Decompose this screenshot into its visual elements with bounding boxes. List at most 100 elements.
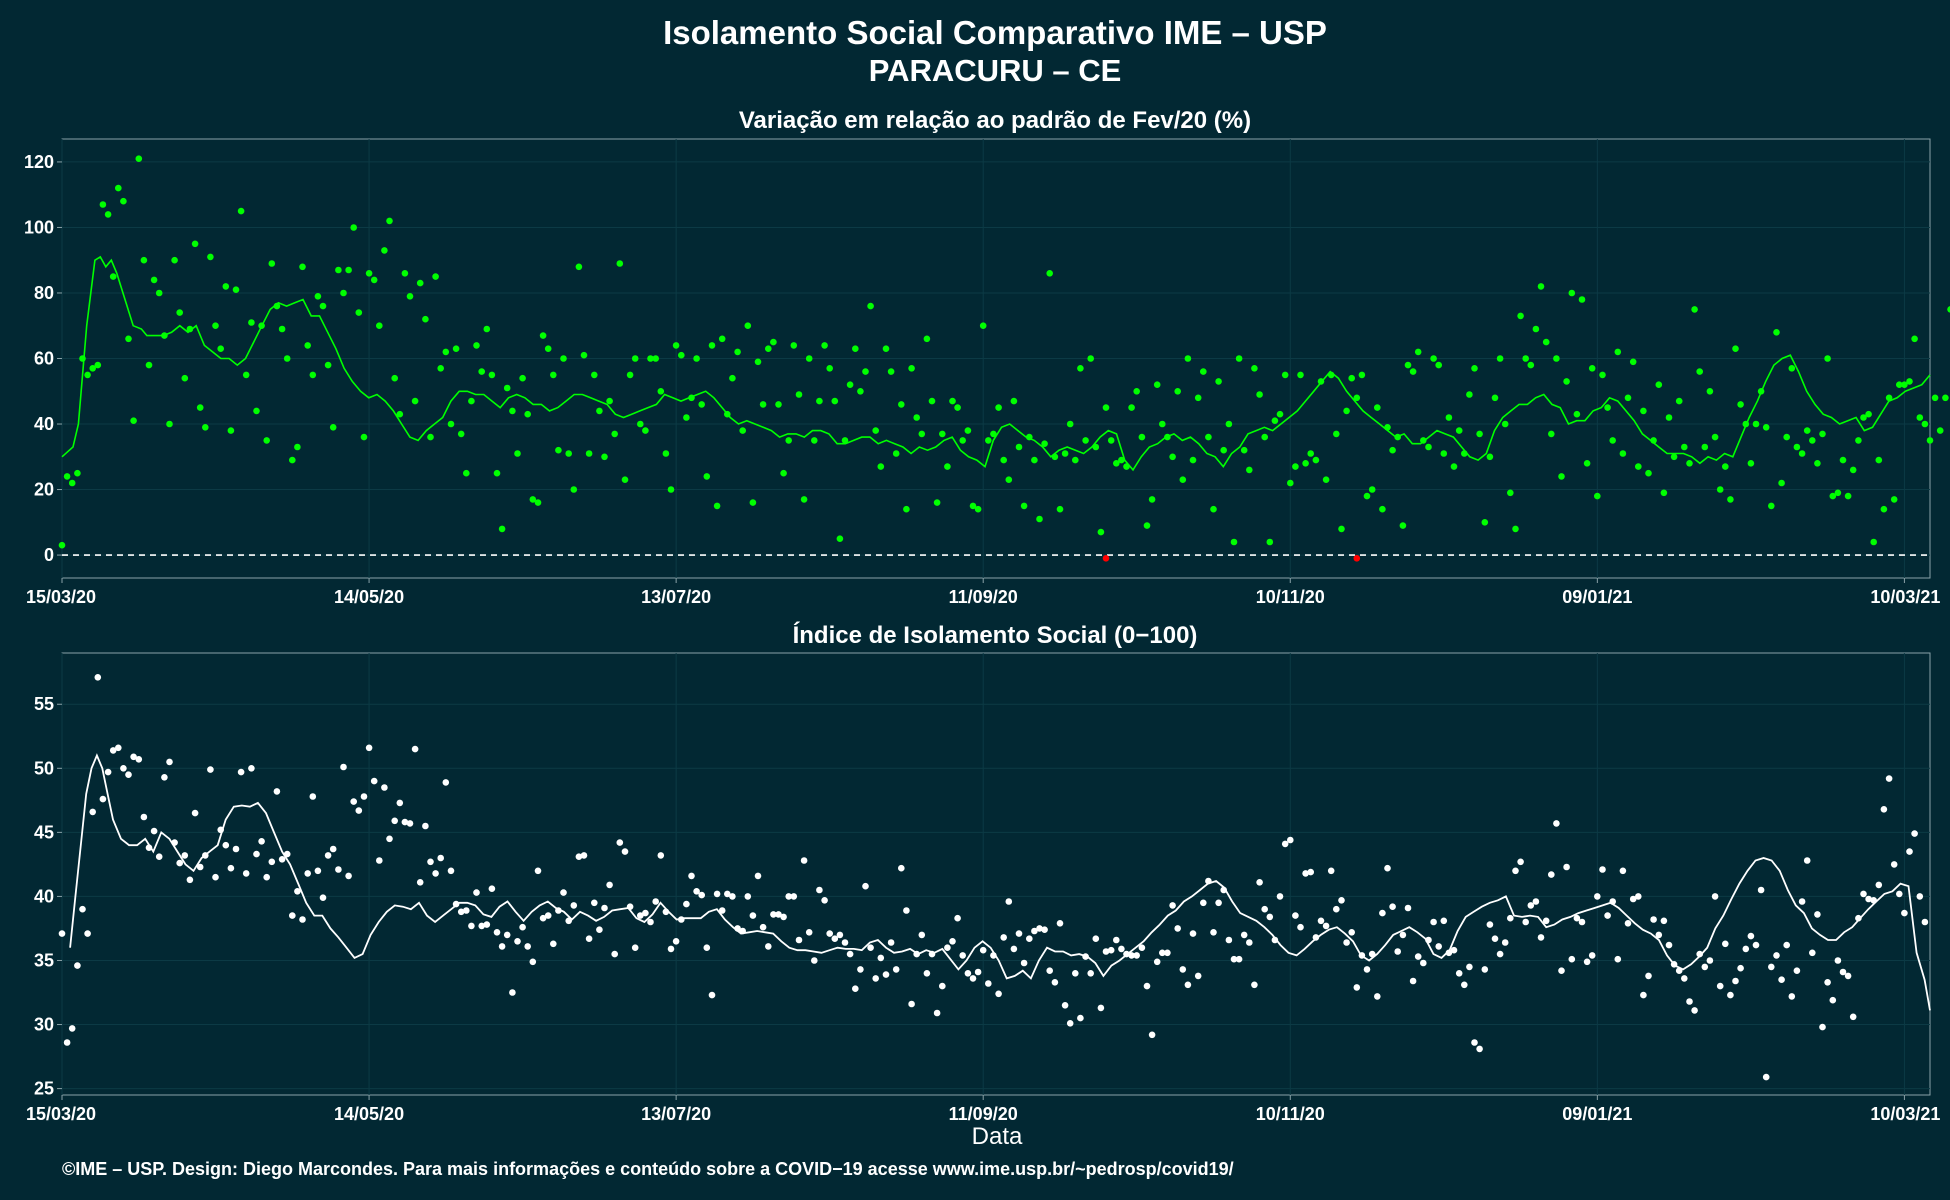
data-point: [647, 918, 654, 926]
data-point: [422, 315, 429, 323]
data-point: [631, 355, 639, 362]
data-point: [401, 270, 409, 277]
data-point: [1809, 949, 1816, 957]
data-point: [294, 888, 301, 895]
data-point: [805, 355, 813, 362]
data-point: [1752, 941, 1760, 949]
data-point: [370, 777, 378, 785]
data-point: [503, 384, 511, 392]
data-point: [678, 351, 685, 359]
data-point: [1537, 283, 1545, 290]
data-point: [570, 486, 578, 493]
data-point: [529, 958, 537, 966]
data-point: [790, 342, 798, 349]
x-tick-label: 14/05/20: [334, 587, 404, 607]
data-point: [1266, 538, 1274, 546]
data-point: [1824, 355, 1831, 362]
data-point: [539, 332, 547, 339]
data-point: [1542, 917, 1550, 925]
data-point: [591, 899, 598, 907]
data-point: [1061, 450, 1069, 457]
data-point: [422, 822, 429, 830]
data-point: [1220, 446, 1227, 454]
data-point: [621, 848, 629, 855]
data-point: [150, 827, 158, 835]
data-point: [457, 430, 465, 438]
data-point: [555, 446, 562, 454]
data-point: [596, 926, 603, 933]
data-point: [104, 768, 112, 776]
data-point: [488, 885, 496, 892]
data-point: [1911, 830, 1918, 837]
data-point: [1594, 492, 1601, 500]
data-point: [800, 857, 808, 864]
data-point: [324, 852, 332, 859]
data-point: [1696, 368, 1703, 375]
data-point: [161, 774, 168, 781]
data-point: [683, 414, 690, 421]
data-point: [1737, 401, 1744, 408]
data-point: [207, 766, 214, 773]
data-point: [299, 263, 306, 271]
data-point: [1184, 355, 1192, 362]
data-point: [1450, 463, 1458, 470]
data-point: [1686, 460, 1693, 467]
data-point: [493, 469, 501, 477]
data-point: [1548, 430, 1555, 438]
data-point: [1594, 893, 1601, 900]
data-point: [1747, 932, 1755, 940]
data-point: [1143, 982, 1151, 990]
data-point: [1097, 528, 1105, 536]
data-point: [1773, 329, 1780, 336]
data-point: [1798, 898, 1806, 905]
data-point: [1481, 519, 1489, 526]
data-point: [693, 888, 700, 895]
data-point: [130, 753, 137, 761]
data-point: [1066, 1020, 1074, 1027]
data-point: [1036, 515, 1043, 523]
data-point: [130, 417, 137, 425]
data-point: [1711, 433, 1719, 441]
data-point: [1087, 970, 1094, 977]
data-point: [795, 936, 803, 944]
data-point: [79, 905, 86, 913]
data-point: [1701, 443, 1709, 451]
data-point: [959, 952, 966, 959]
data-point: [1046, 967, 1053, 974]
data-point: [1573, 914, 1581, 922]
data-point: [529, 496, 537, 503]
data-point: [724, 890, 731, 898]
data-point: [1118, 456, 1125, 464]
data-point: [1722, 940, 1729, 948]
data-point: [1619, 867, 1627, 875]
data-point: [1251, 365, 1258, 372]
data-point: [570, 902, 578, 909]
data-point: [1210, 929, 1217, 936]
data-point: [1420, 959, 1427, 967]
data-point: [447, 867, 455, 875]
data-point: [202, 424, 209, 431]
data-point: [795, 391, 803, 398]
data-point: [1757, 886, 1765, 894]
data-point: [1558, 967, 1565, 974]
data-point: [1322, 476, 1330, 484]
x-tick-label: 10/03/21: [1870, 587, 1940, 607]
data-point: [1404, 361, 1412, 369]
data-point: [862, 882, 869, 890]
data-point: [616, 260, 624, 267]
data-point: [1762, 1073, 1770, 1081]
data-point: [918, 430, 926, 438]
data-point: [1793, 443, 1801, 451]
data-point: [391, 374, 399, 382]
data-point: [1732, 977, 1739, 985]
data-point: [1005, 476, 1013, 484]
data-point: [1548, 871, 1555, 878]
data-point: [990, 430, 997, 438]
data-point: [1348, 374, 1355, 382]
data-point: [1532, 325, 1540, 333]
data-point: [550, 371, 557, 379]
data-point: [1153, 381, 1161, 389]
data-point: [816, 397, 823, 405]
data-point: [770, 911, 777, 918]
data-point: [1200, 899, 1207, 907]
